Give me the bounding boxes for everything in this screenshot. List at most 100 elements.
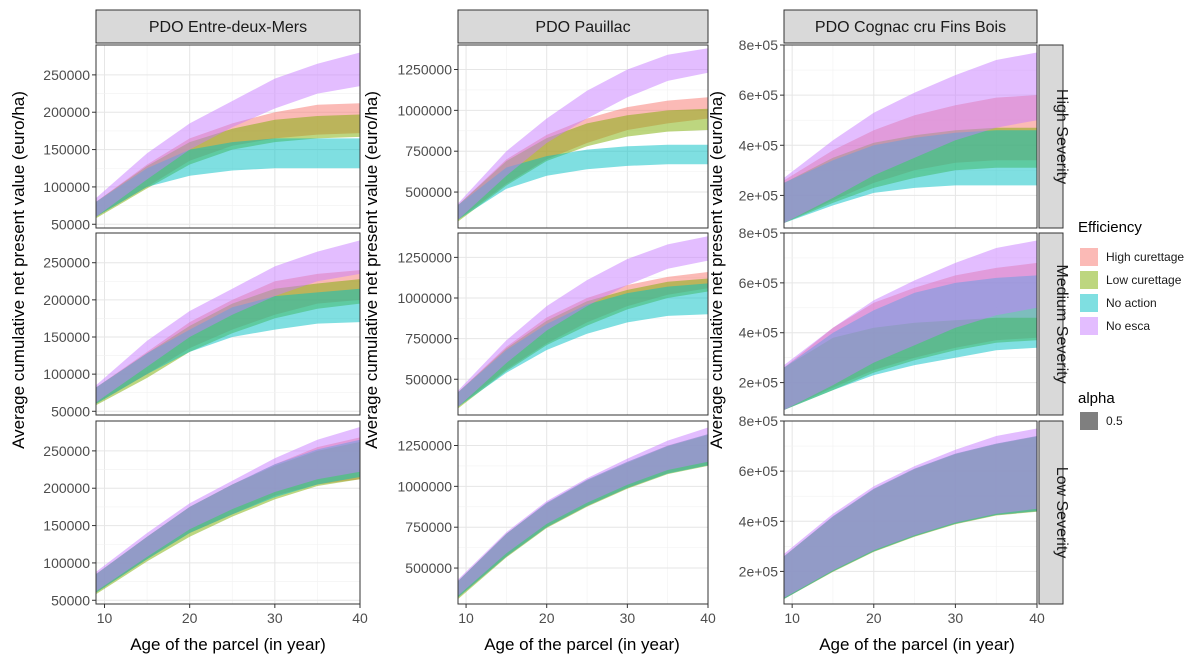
y-tick-label: 50000: [51, 592, 90, 608]
panel-border: [457, 420, 709, 605]
y-tick-label: 150000: [43, 518, 90, 534]
legend-alpha-title: alpha: [1078, 390, 1115, 407]
band-no-esca: [96, 240, 360, 403]
band-no-action: [458, 283, 708, 407]
legend-key-no-esca: [1080, 317, 1098, 335]
x-tick-label: 40: [352, 610, 368, 626]
panel-1-2: 500000 750000 1000000 1250000 10 20 30 40: [397, 420, 716, 626]
legend: Efficiency High curettage Low curettage No…: [1078, 219, 1184, 430]
strip-right-1: [1038, 232, 1064, 416]
y-tick-label: 8e+05: [739, 37, 779, 53]
strip-top-0: [95, 9, 361, 44]
y-tick-label: 500000: [405, 184, 452, 200]
strip-row-title-1: Medium Severity: [1053, 264, 1070, 383]
y-tick-label: 4e+05: [739, 137, 779, 153]
panel-1-1: 500000 750000 1000000 1250000: [397, 232, 709, 416]
y-tick-label: 250000: [43, 255, 90, 271]
x-tick-label: 30: [948, 610, 964, 626]
y-tick-label: 750000: [405, 331, 452, 347]
y-tick-label: 1250000: [397, 62, 452, 78]
band-no-esca: [96, 427, 360, 592]
panel-1-0: 500000 750000 1000000 1250000: [397, 44, 709, 229]
x-axis-title-entre-deux-mers: Age of the parcel (in year): [130, 635, 326, 654]
strip-top-1: [457, 9, 709, 44]
band-no-esca: [96, 52, 360, 217]
legend-title: Efficiency: [1078, 219, 1142, 236]
x-tick-label: 40: [700, 610, 716, 626]
y-tick-label: 50000: [51, 216, 90, 232]
band-no-esca: [458, 427, 708, 596]
strip-title-1: PDO Pauillac: [535, 19, 630, 36]
y-tick-label: 8e+05: [739, 413, 779, 429]
y-tick-label: 500000: [405, 371, 452, 387]
y-tick-label: 2e+05: [739, 375, 779, 391]
y-tick-label: 1000000: [397, 102, 452, 118]
panel-border: [95, 232, 361, 416]
y-tick-label: 50000: [51, 403, 90, 419]
y-tick-label: 250000: [43, 443, 90, 459]
y-tick-label: 750000: [405, 143, 452, 159]
strip-row-title-2: Low Severity: [1053, 467, 1070, 559]
x-tick-label: 20: [866, 610, 882, 626]
y-tick-label: 8e+05: [739, 225, 779, 241]
legend-label-low-curettage: Low curettage: [1106, 273, 1182, 287]
legend-alpha-value: 0.5: [1106, 414, 1123, 428]
x-tick-label: 40: [1029, 610, 1045, 626]
panel-2-0: 2e+05 4e+05 6e+05 8e+05: [739, 37, 1038, 229]
y-tick-label: 6e+05: [739, 463, 779, 479]
band-no-esca: [458, 48, 708, 220]
band-no-esca: [784, 52, 1037, 223]
y-tick-label: 100000: [43, 366, 90, 382]
y-tick-label: 200000: [43, 104, 90, 120]
y-tick-label: 200000: [43, 480, 90, 496]
legend-label-no-action: No action: [1106, 296, 1157, 310]
y-tick-label: 150000: [43, 329, 90, 345]
legend-items: High curettage Low curettage No action No e…: [1080, 248, 1184, 335]
y-axis-title-entre-deux-mers: Average cumulative net present value (eu…: [9, 91, 28, 449]
band-no-esca: [784, 428, 1037, 598]
y-tick-label: 1000000: [397, 478, 452, 494]
panel-0-1: 50000 100000 150000 200000 250000: [43, 232, 361, 419]
y-tick-label: 100000: [43, 555, 90, 571]
panel-border: [783, 44, 1038, 229]
panel-2-2: 2e+05 4e+05 6e+05 8e+05 10 20 30 40: [739, 413, 1045, 626]
x-tick-label: 20: [182, 610, 198, 626]
strip-right-2: [1038, 420, 1064, 605]
panel-border: [457, 232, 709, 416]
panel-border: [457, 44, 709, 229]
strip-title-2: PDO Cognac cru Fins Bois: [815, 19, 1006, 36]
y-tick-label: 6e+05: [739, 87, 779, 103]
legend-key-high-curettage: [1080, 248, 1098, 266]
band-no-action: [458, 144, 708, 220]
y-tick-label: 2e+05: [739, 563, 779, 579]
legend-key-no-action: [1080, 294, 1098, 312]
y-tick-label: 250000: [43, 67, 90, 83]
y-tick-label: 200000: [43, 292, 90, 308]
band-no-action: [96, 138, 360, 217]
y-tick-label: 1000000: [397, 290, 452, 306]
strip-top-2: [783, 9, 1038, 44]
strip-row-title-0: High Severity: [1053, 89, 1070, 184]
band-no-action: [96, 288, 360, 404]
panel-0-2: 50000 100000 150000 200000 250000 10 20 30 40: [43, 420, 368, 626]
y-tick-label: 2e+05: [739, 187, 779, 203]
strip-title-0: PDO Entre-deux-Mers: [149, 19, 307, 36]
legend-label-high-curettage: High curettage: [1106, 250, 1184, 264]
band-no-esca: [458, 236, 708, 407]
x-tick-label: 10: [458, 610, 474, 626]
panel-2-1: 2e+05 4e+05 6e+05 8e+05: [739, 225, 1038, 416]
strip-right-0: [1038, 44, 1064, 229]
y-tick-label: 750000: [405, 519, 452, 535]
y-tick-label: 1250000: [397, 438, 452, 454]
legend-key-low-curettage: [1080, 271, 1098, 289]
y-axis-title-cognac: Average cumulative net present value (eu…: [707, 91, 726, 449]
panel-border: [783, 232, 1038, 416]
y-tick-label: 100000: [43, 179, 90, 195]
x-tick-label: 20: [539, 610, 555, 626]
y-axis-title-pauillac: Average cumulative net present value (eu…: [362, 91, 381, 449]
y-tick-label: 4e+05: [739, 513, 779, 529]
x-tick-label: 10: [97, 610, 113, 626]
x-tick-label: 10: [784, 610, 800, 626]
panel-border: [95, 420, 361, 605]
